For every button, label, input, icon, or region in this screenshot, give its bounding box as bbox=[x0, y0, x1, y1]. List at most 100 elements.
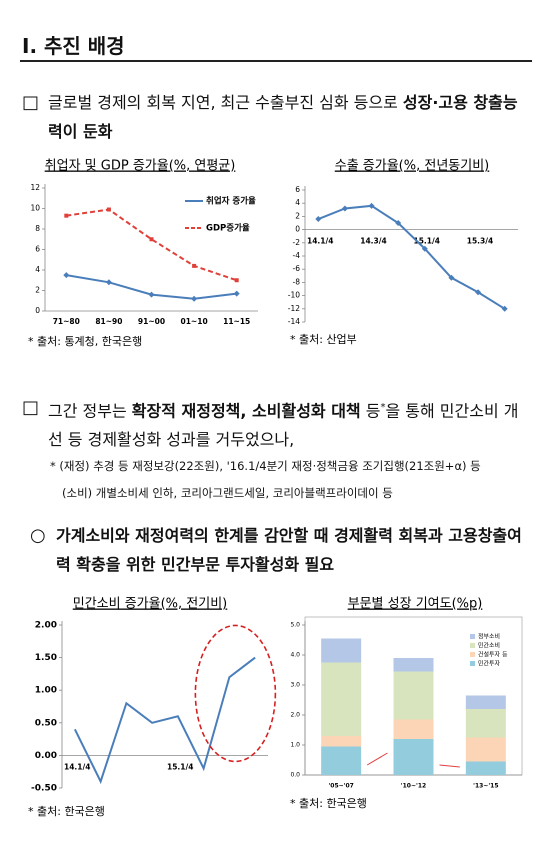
bar-segment bbox=[393, 719, 434, 739]
point bbox=[475, 289, 482, 296]
bar-segment bbox=[465, 709, 506, 738]
paragraph: 그간 정부는 확장적 재정정책, 소비활성화 대책 등*을 통해 민간소비 개선… bbox=[48, 393, 526, 454]
point bbox=[106, 207, 111, 212]
y-tick-label: 1.50 bbox=[35, 653, 57, 663]
bar-segment bbox=[321, 638, 362, 663]
chart-source: * 출처: 통계청, 한국은행 bbox=[28, 335, 142, 348]
arrow bbox=[366, 752, 388, 766]
y-tick-label: -8 bbox=[293, 277, 301, 286]
bar-segment bbox=[393, 658, 434, 672]
legend-swatch bbox=[470, 634, 475, 639]
bar-segment bbox=[321, 746, 362, 775]
x-tick-label: '13~'15 bbox=[473, 783, 498, 790]
footnote-mark: * bbox=[380, 402, 386, 413]
y-tick-label: 6 bbox=[35, 245, 40, 254]
point bbox=[63, 272, 70, 279]
y-tick-label: 2 bbox=[35, 286, 40, 295]
footnote: * (재정) 추경 등 재정보강(22조원), '16.1/4분기 재정·정책금… bbox=[50, 459, 481, 473]
text-run: 등 bbox=[360, 401, 381, 421]
chart-title: 부문별 성장 기여도(%p) bbox=[348, 597, 483, 612]
x-tick-label: 11~15 bbox=[223, 317, 250, 326]
text-run: 성장·고용 창출능력이 둔화 bbox=[48, 93, 518, 141]
legend-label: 정부소비 bbox=[478, 633, 500, 641]
point bbox=[448, 274, 455, 281]
x-tick-label: 01~10 bbox=[181, 317, 208, 326]
y-tick-label: 1.0 bbox=[290, 742, 300, 749]
x-tick-label: 15.1/4 bbox=[167, 762, 193, 771]
y-tick-label: 6 bbox=[295, 185, 300, 194]
paragraph: 가계소비와 재정여력의 한계를 감안할 때 경제활력 회복과 고용창출여력 확충… bbox=[56, 521, 526, 579]
y-tick-label: 0 bbox=[35, 306, 40, 315]
legend-label: 민간투자 bbox=[478, 660, 501, 668]
y-tick-label: 1.00 bbox=[35, 686, 57, 696]
arrow bbox=[439, 764, 460, 768]
y-tick-label: 0 bbox=[295, 225, 300, 234]
paragraph: 글로벌 경제의 회복 지연, 최근 수출부진 심화 등으로 성장·고용 창출능력… bbox=[48, 88, 526, 146]
x-tick-label: 15.3/4 bbox=[467, 237, 493, 246]
y-tick-label: -10 bbox=[288, 291, 300, 300]
y-tick-label: 0.50 bbox=[35, 718, 57, 728]
y-tick-label: -12 bbox=[288, 304, 300, 313]
title-rule bbox=[20, 60, 532, 62]
point bbox=[501, 305, 508, 312]
x-tick-label: 15.1/4 bbox=[414, 237, 440, 246]
y-tick-label: 4.0 bbox=[290, 652, 300, 659]
legend-label: 건설투자 등 bbox=[478, 651, 508, 659]
x-tick-label: 71~80 bbox=[53, 317, 80, 326]
point bbox=[148, 291, 155, 298]
x-tick-label: 91~00 bbox=[138, 317, 165, 326]
legend-swatch bbox=[470, 652, 475, 657]
y-tick-label: 12 bbox=[30, 183, 40, 192]
y-tick-label: 10 bbox=[30, 204, 40, 213]
chart-source: * 출처: 한국은행 bbox=[290, 797, 367, 810]
text-run: 그간 정부는 bbox=[48, 401, 132, 421]
y-tick-label: 2 bbox=[295, 211, 300, 220]
footnote: (소비) 개별소비세 인하, 코리아그랜드세일, 코리아블랙프라이데이 등 bbox=[62, 486, 393, 500]
text-run: 가계소비와 재정여력의 한계를 감안할 때 경제활력 회복과 고용창출여력 확충… bbox=[56, 526, 522, 574]
point bbox=[368, 202, 375, 209]
point bbox=[421, 245, 428, 252]
line bbox=[317, 204, 506, 310]
chart-title: 취업자 및 GDP 증가율(%, 연평균) bbox=[45, 159, 236, 174]
line bbox=[66, 208, 238, 282]
text-run: 확장적 재정정책, 소비활성화 대책 bbox=[131, 401, 361, 421]
y-tick-label: 4 bbox=[35, 265, 40, 274]
y-tick-label: 8 bbox=[35, 224, 40, 233]
chart-source: * 출처: 산업부 bbox=[290, 333, 357, 346]
y-tick-label: 5.0 bbox=[290, 622, 300, 629]
legend-label: 민간소비 bbox=[478, 642, 500, 650]
point bbox=[233, 290, 240, 297]
bar-segment bbox=[321, 662, 362, 736]
highlight-circle bbox=[194, 624, 277, 763]
bar-segment bbox=[393, 671, 434, 720]
y-tick-label: -2 bbox=[293, 238, 301, 247]
point bbox=[341, 205, 348, 212]
bar-segment bbox=[321, 736, 362, 747]
chart-source: * 출처: 한국은행 bbox=[28, 805, 105, 818]
x-tick-label: 14.1/4 bbox=[307, 237, 333, 246]
bar-segment bbox=[465, 737, 506, 762]
line bbox=[73, 656, 256, 785]
y-tick-label: 2.00 bbox=[35, 621, 57, 631]
point bbox=[64, 213, 69, 218]
point bbox=[395, 220, 402, 226]
legend-label: 취업자 증가율 bbox=[206, 196, 256, 207]
x-tick-label: '10~'12 bbox=[401, 783, 426, 790]
bar-segment bbox=[465, 761, 506, 775]
legend-swatch bbox=[470, 661, 475, 666]
bullet: □ bbox=[22, 92, 40, 113]
point bbox=[105, 279, 112, 286]
y-tick-label: 0.00 bbox=[35, 751, 57, 761]
y-tick-label: -6 bbox=[293, 264, 301, 273]
bar-segment bbox=[465, 695, 506, 709]
x-tick-label: '05~'07 bbox=[328, 783, 353, 790]
point bbox=[192, 263, 197, 268]
chart-title: 민간소비 증가율(%, 전기비) bbox=[73, 597, 228, 612]
x-tick-label: 81~90 bbox=[95, 317, 122, 326]
legend-label: GDP증가율 bbox=[206, 223, 250, 234]
y-tick-label: 3.0 bbox=[290, 682, 300, 689]
chart-title: 수출 증가율(%, 전년동기비) bbox=[335, 159, 490, 174]
bar-segment bbox=[393, 739, 434, 775]
